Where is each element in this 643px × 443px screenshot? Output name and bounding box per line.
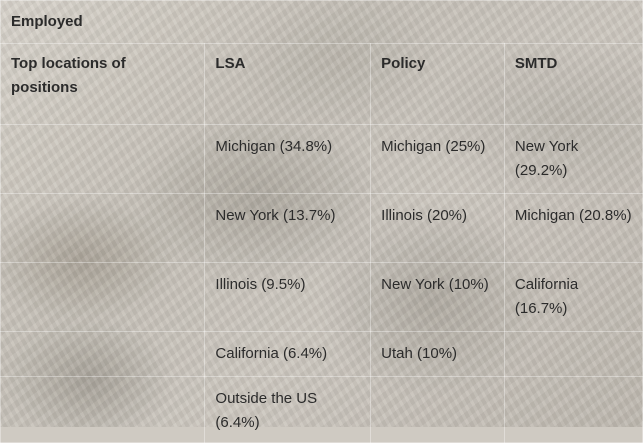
table-cell: Michigan (20.8%): [503, 193, 643, 263]
table-cell: New York (10%): [370, 262, 505, 332]
table-cell: Outside the US (6.4%): [204, 376, 372, 443]
empty-cell: [0, 124, 206, 194]
header-row: Top locations of positions LSA Policy SM…: [0, 43, 643, 125]
empty-cell: [0, 193, 206, 263]
row-header-label: Top locations of positions: [0, 43, 206, 125]
table-cell: [503, 376, 643, 443]
table-cell: Michigan (25%): [370, 124, 505, 194]
table-cell: Michigan (34.8%): [204, 124, 372, 194]
empty-cell: [0, 262, 206, 332]
table-cell: Utah (10%): [370, 331, 505, 377]
table-cell: [503, 331, 643, 377]
empty-cell: [0, 331, 206, 377]
column-header-policy: Policy: [370, 43, 505, 125]
table-cell: California (16.7%): [503, 262, 643, 332]
table-cell: New York (29.2%): [503, 124, 643, 194]
table-cell: California (6.4%): [204, 331, 372, 377]
table-cell: [370, 376, 505, 443]
table-row: Michigan (34.8%) Michigan (25%) New York…: [0, 124, 643, 194]
section-label: Employed: [0, 0, 643, 44]
table-cell: New York (13.7%): [204, 193, 372, 263]
section-row: Employed: [0, 0, 643, 44]
table-row: New York (13.7%) Illinois (20%) Michigan…: [0, 193, 643, 263]
table-row: Illinois (9.5%) New York (10%) Californi…: [0, 262, 643, 332]
column-header-lsa: LSA: [204, 43, 372, 125]
table-row: California (6.4%) Utah (10%): [0, 331, 643, 377]
table-row: Outside the US (6.4%): [0, 376, 643, 443]
table-cell: Illinois (9.5%): [204, 262, 372, 332]
column-header-smtd: SMTD: [503, 43, 643, 125]
empty-cell: [0, 376, 206, 443]
table-cell: Illinois (20%): [370, 193, 505, 263]
